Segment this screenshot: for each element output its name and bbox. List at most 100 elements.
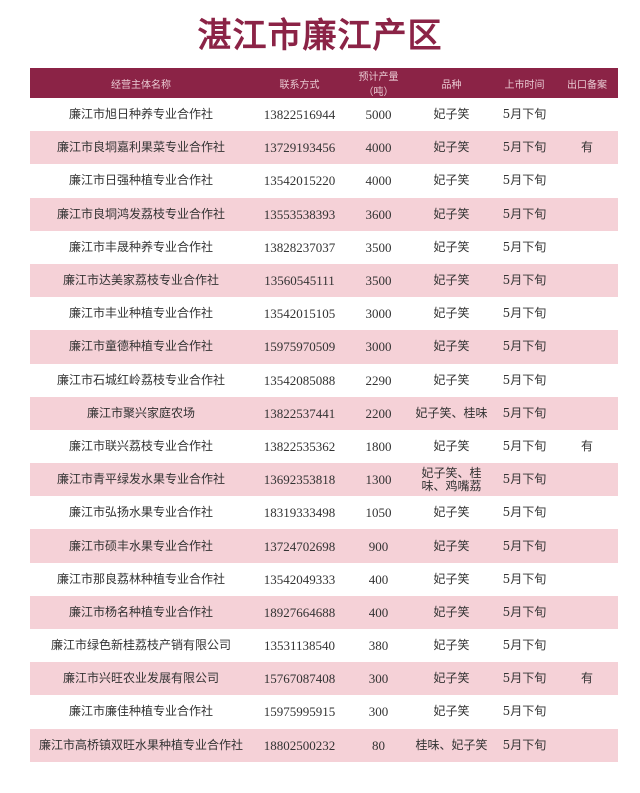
export-registration-cell [556,364,618,397]
estimated-output-cell: 380 [368,638,389,654]
table-row: 廉江市弘扬水果专业合作社 18319333498 1050 妃子笑 5月下旬 [30,496,618,529]
variety-cell: 妃子笑 [433,372,470,387]
market-time-cell: 5月下旬 [493,662,556,696]
variety-cell: 妃子笑 [433,306,470,321]
producer-name-cell: 廉江市廉佳种植专业合作社 [68,704,213,719]
market-time-cell: 5月下旬 [493,330,556,364]
contact-phone-cell: 15975970509 [252,330,347,364]
table-row: 廉江市丰业种植专业合作社 13542015105 3000 妃子笑 5月下旬 [30,297,618,330]
producer-name-cell: 廉江市丰晟种养专业合作社 [68,239,213,254]
table-row: 廉江市绿色新桂荔枝产销有限公司 13531138540 380 妃子笑 5月下旬 [30,629,618,662]
variety-cell: 妃子笑、桂味 [410,396,493,430]
variety-cell: 妃子笑 [410,330,493,364]
table-row: 廉江市青平绿发水果专业合作社 13692353818 1300 妃子笑、桂味、鸡嘴荔 5… [30,463,618,497]
market-time-cell: 5月下旬 [493,131,556,165]
market-time-cell: 5月下旬 [493,529,556,563]
market-time-cell: 5月下旬 [502,438,547,453]
table-row: 廉江市那良荔林种植专业合作社 13542049333 400 妃子笑 5月下旬 [30,563,618,596]
market-time-cell: 5月下旬 [502,638,547,653]
table-row: 廉江市丰晟种养专业合作社 13828237037 3500 妃子笑 5月下旬 [30,231,618,264]
export-registration-cell [556,197,618,231]
table-row: 廉江市良垌鸿发荔枝专业合作社 13553538393 3600 妃子笑 5月下旬 [30,197,618,231]
estimated-output-cell: 80 [347,728,410,762]
market-time-cell: 5月下旬 [493,263,556,298]
estimated-output-cell: 400 [368,571,389,587]
producer-name-cell: 廉江市良垌嘉利果菜专业合作社 [30,131,252,165]
variety-cell: 妃子笑 [410,131,493,165]
estimated-output-cell: 1300 [347,463,410,497]
table-row: 廉江市硕丰水果专业合作社 13724702698 900 妃子笑 5月下旬 [30,529,618,563]
export-registration-cell: 有 [580,438,593,453]
producer-name-cell: 廉江市石城红岭荔枝专业合作社 [56,372,225,387]
estimated-output-cell: 3000 [365,306,392,322]
variety-cell: 妃子笑 [433,107,470,122]
market-time-cell: 5月下旬 [502,571,547,586]
table-row: 廉江市旭日种养专业合作社 13822516944 5000 妃子笑 5月下旬 [30,98,618,131]
table-body: 廉江市旭日种养专业合作社 13822516944 5000 妃子笑 5月下旬 廉江市良垌嘉… [30,98,618,762]
estimated-output-cell: 5000 [365,107,392,123]
market-time-cell: 5月下旬 [493,396,556,430]
table-row: 廉江市达美家荔枝专业合作社 13560545111 3500 妃子笑 5月下旬 [30,263,618,298]
column-header-export: 出口备案 [556,68,618,98]
export-registration-cell [556,231,618,264]
export-registration-cell: 有 [556,662,618,696]
variety-cell: 妃子笑 [410,197,493,231]
table-row: 廉江市杨名种植专业合作社 18927664688 400 妃子笑 5月下旬 [30,595,618,629]
export-registration-cell [556,463,618,497]
contact-phone-cell: 13542015220 [263,173,336,189]
table-row: 廉江市良垌嘉利果菜专业合作社 13729193456 4000 妃子笑 5月下旬有 [30,131,618,165]
estimated-output-cell: 3600 [347,197,410,231]
contact-phone-cell: 18927664688 [252,595,347,629]
variety-cell: 妃子笑 [410,263,493,298]
table-row: 廉江市童德种植专业合作社 15975970509 3000 妃子笑 5月下旬 [30,330,618,364]
variety-cell: 妃子笑 [433,571,470,586]
market-time-cell: 5月下旬 [493,595,556,629]
export-registration-cell [556,595,618,629]
contact-phone-cell: 13542015105 [263,306,336,322]
variety-cell: 妃子笑 [433,638,470,653]
market-time-cell: 5月下旬 [502,239,547,254]
column-header-market-time: 上市时间 [493,68,556,98]
producer-table: 经营主体名称 联系方式 预计产量（吨） 品种 上市时间 出口备案 廉江市旭日种养… [30,68,618,762]
estimated-output-cell: 4000 [365,173,392,189]
variety-cell: 桂味、妃子笑 [410,728,493,762]
variety-cell: 妃子笑 [433,173,470,188]
table-row: 廉江市高桥镇双旺水果种植专业合作社 18802500232 80 桂味、妃子笑 5月下旬 [30,728,618,762]
export-registration-cell [556,396,618,430]
estimated-output-cell: 2290 [365,372,392,388]
producer-name-cell: 廉江市聚兴家庭农场 [30,396,252,430]
market-time-cell: 5月下旬 [493,728,556,762]
producer-name-cell: 廉江市丰业种植专业合作社 [68,306,213,321]
market-time-cell: 5月下旬 [502,173,547,188]
contact-phone-cell: 18319333498 [263,505,336,521]
export-registration-cell [556,496,618,529]
contact-phone-cell: 13822516944 [263,107,336,123]
producer-name-cell: 廉江市联兴荔枝专业合作社 [68,438,213,453]
variety-cell: 妃子笑 [433,505,470,520]
market-time-cell: 5月下旬 [502,505,547,520]
column-header-contact: 联系方式 [252,68,347,98]
column-header-output: 预计产量（吨） [347,68,410,98]
contact-phone-cell: 15767087408 [252,662,347,696]
variety-cell: 妃子笑、桂味、鸡嘴荔 [410,463,493,497]
producer-name-cell: 廉江市杨名种植专业合作社 [30,595,252,629]
estimated-output-cell: 1050 [365,505,392,521]
table-row: 廉江市联兴荔枝专业合作社 13822535362 1800 妃子笑 5月下旬 有 [30,430,618,463]
producer-name-cell: 廉江市良垌鸿发荔枝专业合作社 [30,197,252,231]
column-header-variety: 品种 [410,68,493,98]
market-time-cell: 5月下旬 [502,372,547,387]
producer-name-cell: 廉江市达美家荔枝专业合作社 [30,263,252,298]
table-row: 廉江市日强种植专业合作社 13542015220 4000 妃子笑 5月下旬 [30,164,618,197]
variety-cell: 妃子笑 [410,595,493,629]
export-registration-cell: 有 [556,131,618,165]
estimated-output-cell: 300 [368,704,389,720]
producer-name-cell: 廉江市青平绿发水果专业合作社 [30,463,252,497]
export-registration-cell [556,297,618,330]
table-row: 廉江市兴旺农业发展有限公司 15767087408 300 妃子笑 5月下旬有 [30,662,618,696]
estimated-output-cell: 2200 [347,396,410,430]
market-time-cell: 5月下旬 [502,704,547,719]
contact-phone-cell: 13553538393 [252,197,347,231]
export-registration-cell [556,629,618,662]
column-header-name: 经营主体名称 [30,68,252,98]
contact-phone-cell: 13822535362 [263,438,336,454]
